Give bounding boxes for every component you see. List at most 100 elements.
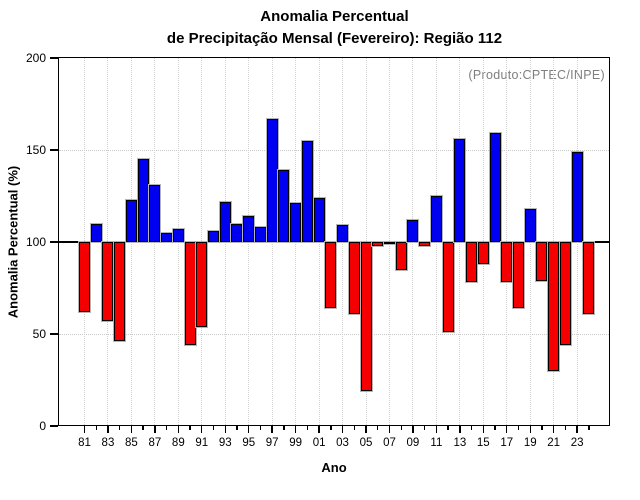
x-tick-label-1997: 97: [265, 437, 279, 449]
chart-title-line2: de Precipitação Mensal (Fevereiro): Regi…: [166, 30, 503, 47]
x-tick-2015: [482, 425, 484, 433]
bar-2005: [360, 242, 372, 392]
x-tick-label-1989: 89: [171, 437, 185, 449]
x-tick-1998: [283, 425, 285, 430]
x-tick-2002: [330, 425, 332, 430]
bar-2021: [548, 242, 560, 371]
x-tick-2013: [459, 425, 461, 433]
x-tick-2000: [306, 425, 309, 430]
bar-1985: [125, 199, 137, 242]
x-tick-label-2023: 23: [570, 437, 584, 449]
source-annotation: (Produto:CPTEC/INPE): [468, 68, 605, 82]
x-tick-2006: [377, 425, 379, 430]
bar-1987: [149, 184, 161, 242]
y-tick-100: [49, 241, 58, 243]
y-tick-label-100: 100: [25, 235, 46, 249]
x-tick-2005: [365, 425, 367, 433]
bar-1995: [243, 216, 255, 242]
x-tick-2020: [541, 425, 543, 430]
bar-2002: [325, 242, 337, 309]
bar-2017: [501, 242, 513, 283]
x-tick-label-1983: 83: [101, 437, 115, 449]
bar-1986: [137, 159, 149, 242]
bar-1983: [102, 242, 114, 322]
x-tick-label-1993: 93: [218, 437, 232, 449]
bar-2012: [442, 242, 454, 333]
plot-area: (Produto:CPTEC/INPE) Anomalia Percentual…: [6, 52, 610, 475]
x-tick-label-2013: 13: [453, 437, 467, 449]
bar-1996: [254, 227, 266, 242]
bar-2001: [313, 197, 325, 242]
x-tick-1992: [212, 425, 215, 430]
bar-1998: [278, 170, 290, 242]
bar-2004: [348, 242, 360, 314]
x-tick-1982: [95, 425, 97, 430]
x-tick-2009: [412, 425, 414, 433]
x-tick-2001: [318, 425, 320, 433]
bar-2015: [477, 242, 489, 265]
x-tick-2021: [553, 425, 555, 433]
x-tick-label-1995: 95: [242, 437, 256, 449]
bar-1982: [90, 223, 102, 242]
x-tick-2004: [353, 425, 355, 430]
y-tick-0: [49, 425, 58, 427]
bar-2020: [536, 242, 548, 281]
x-tick-1999: [294, 425, 297, 433]
bar-2014: [466, 242, 478, 283]
x-tick-1990: [189, 425, 191, 430]
bar-1997: [266, 118, 278, 242]
x-tick-label-2011: 11: [430, 437, 443, 449]
bar-1984: [114, 242, 126, 342]
x-tick-label-1981: 81: [78, 437, 91, 449]
x-tick-1984: [118, 425, 121, 430]
x-tick-label-1985: 85: [125, 437, 138, 449]
x-tick-2016: [494, 425, 496, 430]
bar-2019: [524, 208, 536, 242]
bar-2006: [372, 242, 384, 246]
h-gridline-50: [59, 333, 609, 335]
x-tick-2014: [470, 425, 473, 430]
h-gridline-150: [59, 149, 609, 151]
x-tick-1989: [177, 425, 180, 433]
y-tick-label-50: 50: [32, 327, 46, 341]
bar-2008: [395, 242, 407, 270]
x-tick-2003: [341, 425, 344, 433]
y-tick-label-150: 150: [25, 143, 46, 157]
x-tick-label-1987: 87: [148, 437, 162, 449]
y-tick-200: [49, 57, 58, 59]
x-tick-label-2005: 05: [359, 437, 373, 449]
bar-1988: [161, 232, 173, 242]
x-tick-2007: [388, 425, 391, 433]
x-tick-label-2003: 03: [336, 437, 349, 449]
bar-1991: [196, 242, 208, 327]
bar-2018: [513, 242, 524, 309]
bar-2023: [571, 151, 583, 242]
bar-1992: [208, 230, 220, 242]
x-tick-label-2017: 17: [500, 437, 514, 449]
bar-2013: [454, 138, 466, 242]
bar-2003: [337, 225, 349, 242]
x-tick-label-2021: 21: [547, 437, 561, 449]
x-tick-1986: [142, 425, 144, 430]
bar-2009: [407, 219, 419, 242]
y-tick-label-200: 200: [25, 51, 46, 65]
x-tick-1987: [154, 425, 156, 433]
bar-1993: [219, 201, 231, 242]
x-tick-1983: [107, 425, 109, 433]
bar-1981: [79, 242, 90, 312]
y-tick-150: [49, 149, 58, 151]
bar-2010: [419, 242, 431, 246]
x-tick-2008: [400, 425, 402, 430]
x-tick-2019: [529, 425, 531, 433]
bar-2024: [583, 242, 595, 314]
bar-2011: [430, 196, 442, 242]
x-tick-2017: [506, 425, 508, 433]
x-tick-label-1999: 99: [289, 437, 303, 449]
x-tick-1996: [259, 425, 262, 430]
x-axis-label: Ano: [321, 460, 347, 475]
chart-title: Anomalia Percentual de Precipitação Mens…: [58, 6, 611, 50]
chart-title-line1: Anomalia Percentual: [260, 8, 409, 25]
y-tick-label-0: 0: [39, 419, 46, 433]
x-tick-label-2001: 01: [312, 437, 326, 449]
